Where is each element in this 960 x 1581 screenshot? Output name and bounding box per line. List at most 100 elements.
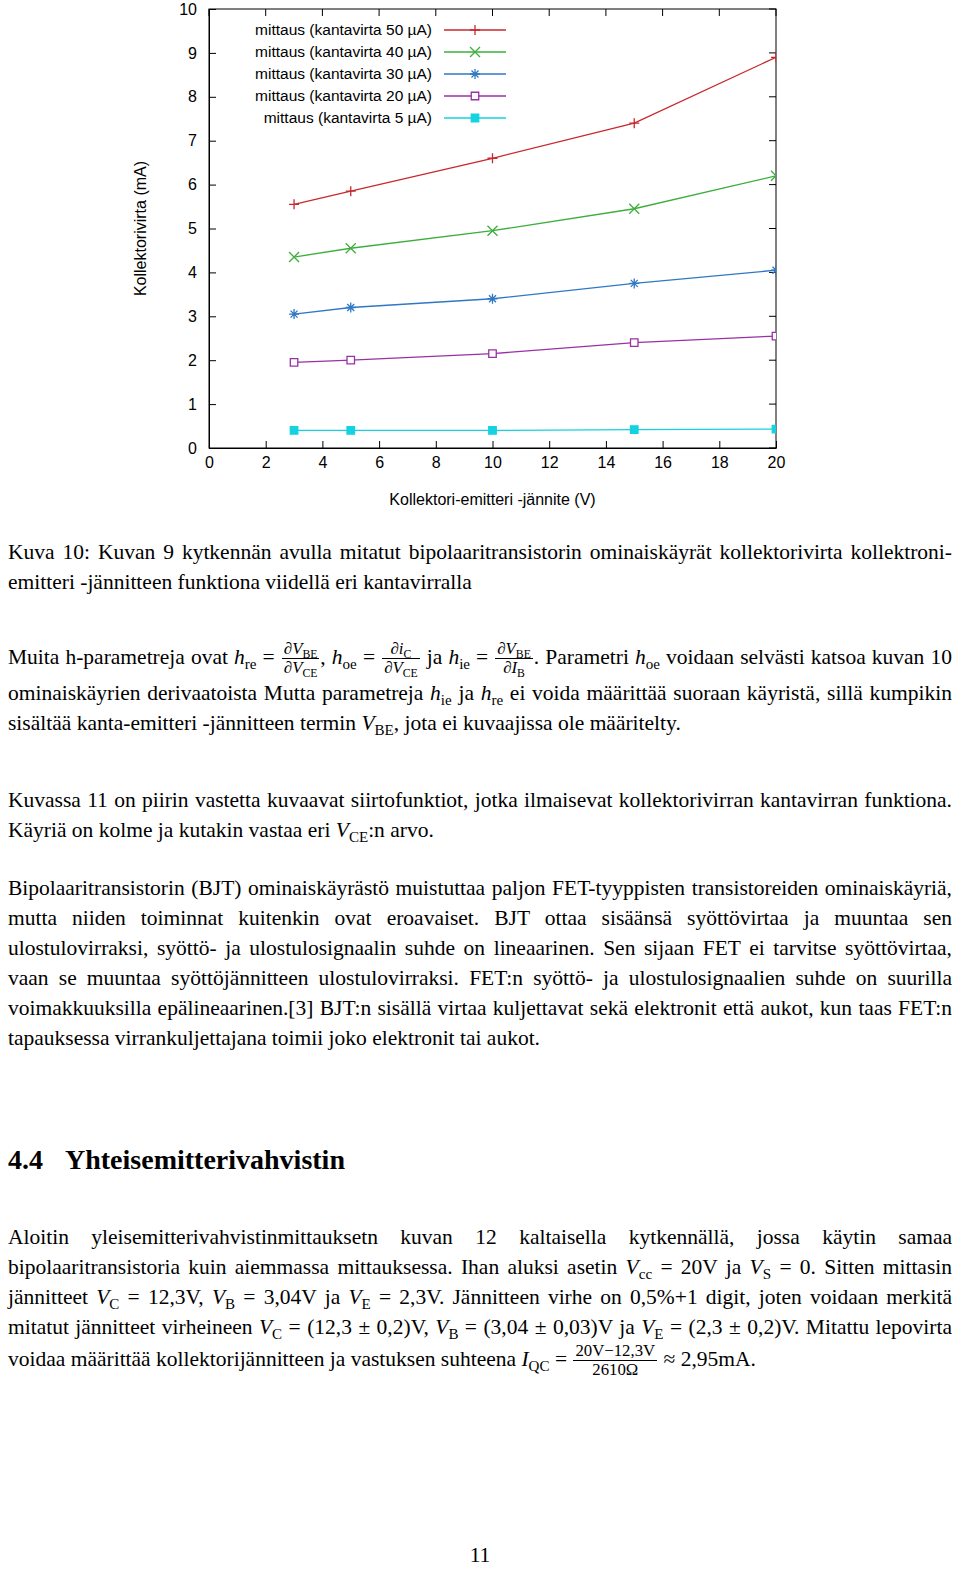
y-tick: 2 [188,352,216,369]
y-tick-mark [209,185,216,186]
variable: VBE [506,639,531,658]
variable: VS [750,1255,772,1279]
x-tick-label: 8 [432,454,441,471]
x-mirror-tick [492,9,493,16]
series-point [771,265,776,275]
x-tick: 6 [375,441,384,471]
y-tick: 8 [188,88,216,105]
x-tick: 20 [768,441,786,471]
x-tick-label: 10 [484,454,502,471]
legend-label: mittaus (kantavirta 20 µA) [255,87,432,104]
x-tick: 4 [318,441,327,471]
x-tick-label: 20 [768,454,786,471]
variable: IQC [521,1347,549,1371]
fraction: ∂iC∂VCE [382,640,420,678]
variable-symbol: V [750,1255,763,1279]
x-tick-mark [322,441,323,448]
y-tick-label: 6 [188,176,197,193]
text: = [470,645,494,669]
y-mirror-tick [769,316,776,317]
x-tick-label: 6 [375,454,384,471]
variable: VC [259,1315,282,1339]
y-mirror-tick [769,448,776,449]
text: = 3,04V ja [235,1285,348,1309]
y-tick-label: 8 [188,88,197,105]
text: ja [421,645,449,669]
x-axis-title: Kollektori-emitteri -jännite (V) [389,491,595,508]
series-line [294,176,776,257]
variable-subscript: C [109,1296,119,1312]
text: ∂ [503,658,511,677]
variable-subscript: ie [459,655,470,671]
x-mirror-tick [719,9,720,16]
variable: hie [430,681,452,705]
variable-symbol: V [626,1255,639,1279]
y-tick-mark [209,316,216,317]
x-tick: 2 [262,441,271,471]
text: ≈ 2,95mA. [658,1347,756,1371]
series-point [290,427,298,435]
x-mirror-tick [265,9,266,16]
text: ∂ [497,639,505,658]
legend-marker [470,25,480,35]
variable: IB [512,658,525,677]
text: Bipolaaritransistorin (BJT) ominaiskäyrä… [8,876,952,1050]
x-tick-mark [606,441,607,448]
variable-subscript: CE [403,667,418,680]
series-line [294,270,776,314]
y-tick-mark [209,97,216,98]
series-point [631,426,639,434]
variable: VCE [292,658,317,677]
variable-subscript: B [517,667,525,680]
variable: VBE [361,711,393,735]
x-tick-label: 14 [598,454,616,471]
y-mirror-tick [769,9,776,10]
series-point [488,294,498,304]
variable-symbol: V [641,1315,654,1339]
x-tick-mark [719,441,720,448]
figure-caption: Kuva 10: Kuvan 9 kytkennän avulla mitatu… [8,537,952,597]
variable: VE [641,1315,663,1339]
variable-symbol: V [212,1285,225,1309]
variable-symbol: h [635,645,646,669]
y-tick-mark [209,272,216,273]
series-point [347,427,355,435]
legend-marker [471,92,479,100]
x-mirror-tick [322,9,323,16]
variable-symbol: I [521,1347,528,1371]
text: = [357,645,381,669]
variable-symbol: h [234,645,245,669]
x-tick-mark [493,441,494,448]
text: , [320,645,331,669]
legend-marker [470,47,480,57]
variable-subscript: CE [349,829,368,845]
variable-subscript: ie [441,691,452,707]
variable-symbol: V [96,1285,109,1309]
plot-frame [209,9,776,448]
y-tick-mark [209,360,216,361]
series-point [290,359,298,367]
x-mirror-tick [605,9,606,16]
series-point [629,278,639,288]
variable: hoe [332,645,357,669]
numerator: ∂VBE [495,640,533,659]
variable-subscript: B [448,1326,458,1342]
text: = [257,645,281,669]
variable: Vcc [626,1255,653,1279]
variable: VBE [292,639,317,658]
text: ∂ [284,658,292,677]
variable: VB [212,1285,235,1309]
series-point [772,332,776,340]
paragraph: Bipolaaritransistorin (BJT) ominaiskäyrä… [8,873,952,1053]
y-tick: 3 [188,308,216,325]
denominator: ∂IB [495,659,533,677]
y-tick: 5 [188,220,216,237]
y-tick-mark [209,53,216,54]
variable: VB [435,1315,458,1339]
y-tick-label: 5 [188,220,197,237]
series-point [772,425,776,433]
y-mirror-tick [769,96,776,97]
text: , jota ei kuvaajissa ole määritelty. [394,711,681,735]
y-mirror-tick [769,228,776,229]
variable: hoe [635,645,660,669]
